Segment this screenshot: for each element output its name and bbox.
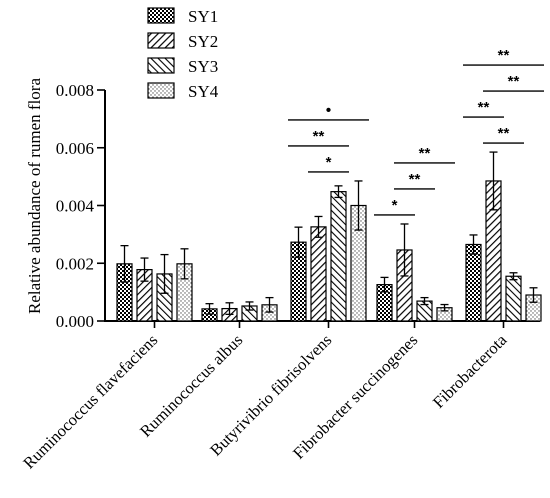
significance-annotations: ***•*************	[288, 47, 544, 216]
legend-swatch	[147, 82, 175, 99]
y-tick-label: 0.000	[56, 312, 94, 331]
bars	[116, 180, 542, 322]
bar	[505, 275, 522, 322]
significance-label: **	[498, 125, 510, 142]
legend-label: SY4	[188, 82, 219, 101]
bar	[330, 191, 347, 322]
error-bars	[120, 151, 538, 316]
y-tick-label: 0.008	[56, 81, 94, 100]
y-axis-label: Relative abundance of rumen flora	[25, 78, 44, 314]
x-tick-label: Fibrobacterota	[429, 330, 511, 412]
legend-label: SY3	[188, 57, 218, 76]
significance-label: *	[392, 197, 398, 214]
legend-swatch	[147, 57, 175, 74]
y-tick-label: 0.002	[56, 254, 94, 273]
significance-label: •	[326, 102, 331, 119]
legend-swatch	[147, 32, 175, 49]
legend-label: SY1	[188, 7, 218, 26]
x-tick-label: Ruminococcus flavefaciens	[19, 330, 161, 472]
bar	[310, 226, 327, 322]
y-tick-label: 0.004	[56, 197, 95, 216]
significance-label: **	[409, 171, 421, 188]
y-tick-label: 0.006	[56, 139, 94, 158]
significance-label: **	[313, 128, 325, 145]
legend-label: SY2	[188, 32, 218, 51]
y-axis: 0.000 0.002 0.004 0.006 0.008	[56, 81, 106, 331]
significance-label: **	[478, 99, 490, 116]
significance-label: **	[419, 145, 431, 162]
significance-label: **	[498, 47, 510, 64]
legend-swatch	[147, 7, 175, 24]
significance-label: **	[508, 73, 520, 90]
bar	[465, 243, 482, 322]
legend: SY1 SY2 SY3 SY4	[147, 7, 219, 101]
significance-label: *	[326, 154, 332, 171]
